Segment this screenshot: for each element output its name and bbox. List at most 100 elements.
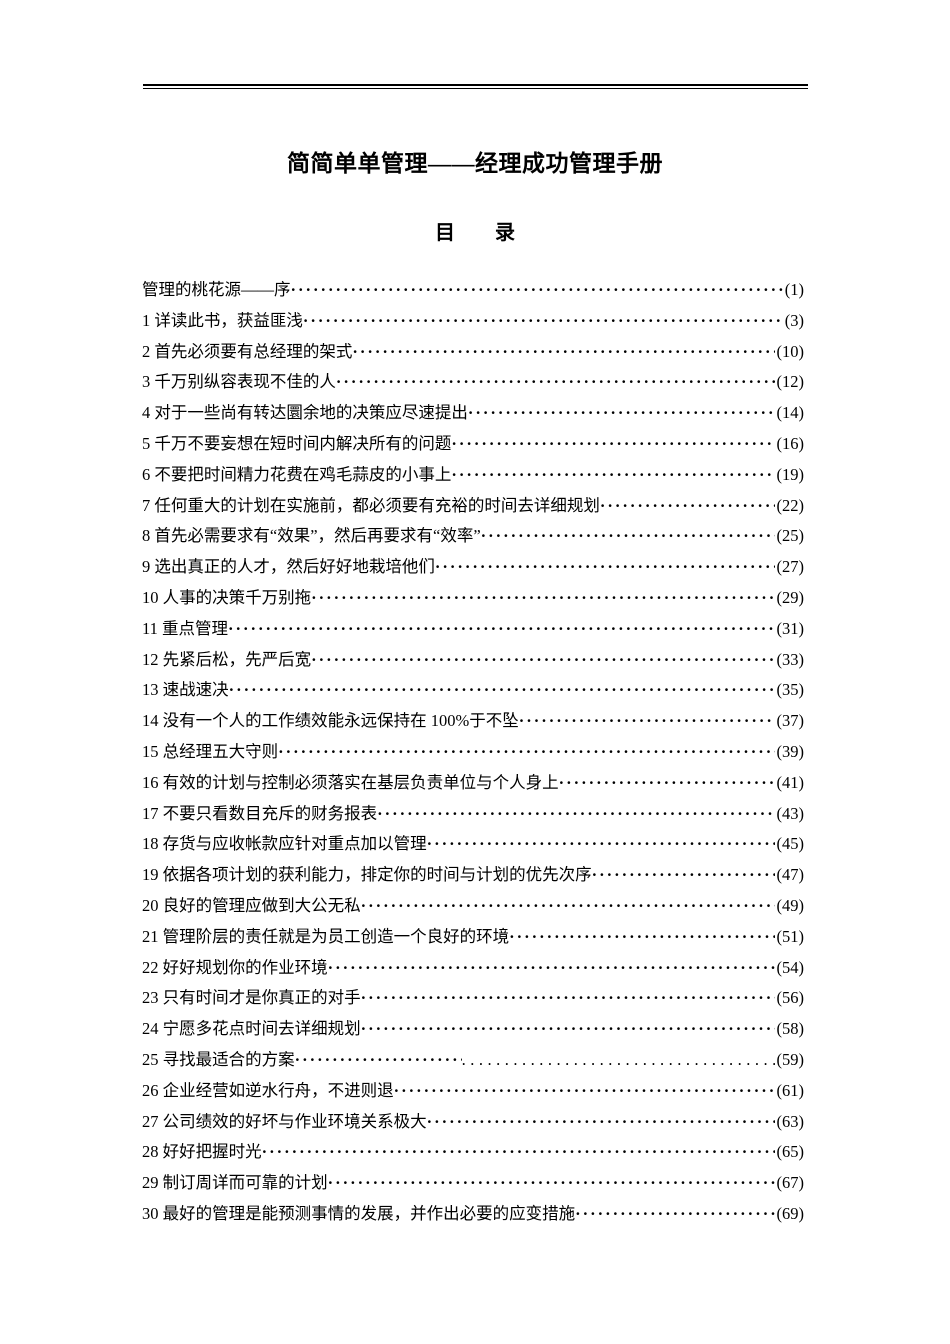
toc-entry-label: 17 不要只看数目充斥的财务报表 xyxy=(142,803,378,823)
toc-entry-label: 4 对于一些尚有转达圜余地的决策应尽速提出 xyxy=(142,403,468,423)
toc-entry-page: (43) xyxy=(776,803,805,823)
toc-leader-dots xyxy=(394,1076,775,1107)
toc-entry[interactable]: 8 首先必需要求有“效果”，然后再要求有“效率” (25) xyxy=(142,521,804,552)
toc-entry[interactable]: 17 不要只看数目充斥的财务报表 (43) xyxy=(142,799,804,830)
toc-entry-page: (51) xyxy=(776,926,805,946)
toc-leader-dots xyxy=(592,860,775,891)
toc-entry-page: (39) xyxy=(776,741,805,761)
toc-entry[interactable]: 11 重点管理 (31) xyxy=(142,614,804,645)
toc-entry-page: (1) xyxy=(784,280,804,299)
toc-entry-page: (16) xyxy=(776,433,805,453)
toc-leader-dots xyxy=(451,429,774,460)
toc-entry-page: (27) xyxy=(776,557,805,577)
toc-leader-dots xyxy=(575,1199,774,1230)
toc-entry-label: 20 良好的管理应做到大公无私 xyxy=(142,895,361,915)
toc-entry[interactable]: 12 先紧后松，先严后宽 (33) xyxy=(142,645,804,676)
toc-leader-dots xyxy=(295,1045,462,1076)
toc-leader-dots xyxy=(427,1107,775,1138)
toc-entry-label: 2 首先必须要有总经理的架式 xyxy=(142,341,353,361)
toc-entry[interactable]: 1 详读此书，获益匪浅 (3) xyxy=(142,306,804,337)
toc-entry[interactable]: 30 最好的管理是能预测事情的发展，并作出必要的应变措施 (69) xyxy=(142,1199,804,1230)
toc-entry-page: (3) xyxy=(784,310,804,330)
table-of-contents: 管理的桃花源——序 (1) 1 详读此书，获益匪浅 (3) 2 首先必须要有总经理的架式… xyxy=(142,275,804,1230)
toc-entry[interactable]: 22 好好规划你的作业环境 (54) xyxy=(142,953,804,984)
toc-leader-dots xyxy=(328,1168,775,1199)
toc-entry[interactable]: 9 选出真正的人才，然后好好地栽培他们 (27) xyxy=(142,552,804,583)
toc-leader-dots xyxy=(262,1137,775,1168)
toc-entry[interactable]: 26 企业经营如逆水行舟，不进则退 (61) xyxy=(142,1076,804,1107)
toc-leader-periods xyxy=(462,1045,775,1076)
header-rule xyxy=(143,84,808,89)
toc-entry-label: 10 人事的决策千万别拖 xyxy=(142,587,312,607)
toc-entry-label: 7 任何重大的计划在实施前，都必须要有充裕的时间去详细规划 xyxy=(142,495,600,515)
toc-entry-page: (31) xyxy=(776,618,805,638)
toc-entry[interactable]: 15 总经理五大守则 (39) xyxy=(142,737,804,768)
toc-entry[interactable]: 16 有效的计划与控制必须落实在基层负责单位与个人身上 (41) xyxy=(142,768,804,799)
toc-entry-label: 1 详读此书，获益匪浅 xyxy=(142,310,303,330)
toc-entry-label: 14 没有一个人的工作绩效能永远保持在 100%于不坠 xyxy=(142,711,519,731)
toc-entry-page: (41) xyxy=(776,772,805,792)
toc-entry-label: 21 管理阶层的责任就是为员工创造一个良好的环境 xyxy=(142,926,510,946)
toc-entry[interactable]: 4 对于一些尚有转达圜余地的决策应尽速提出 (14) xyxy=(142,398,804,429)
toc-entry-page: (61) xyxy=(776,1080,805,1100)
toc-entry[interactable]: 19 依据各项计划的获利能力，排定你的时间与计划的优先次序 (47) xyxy=(142,860,804,891)
toc-leader-dots xyxy=(361,1014,775,1045)
toc-entry[interactable]: 14 没有一个人的工作绩效能永远保持在 100%于不坠 (37) xyxy=(142,706,804,737)
toc-entry[interactable]: 29 制订周详而可靠的计划 (67) xyxy=(142,1168,804,1199)
document-title: 简简单单管理——经理成功管理手册 xyxy=(287,151,663,176)
toc-leader-dots xyxy=(451,460,774,491)
toc-entry[interactable]: 13 速战速决 (35) xyxy=(142,675,804,706)
toc-entry-page: (10) xyxy=(776,341,805,361)
toc-entry-label: 9 选出真正的人才，然后好好地栽培他们 xyxy=(142,557,435,577)
toc-entry-page: (58) xyxy=(776,1019,805,1039)
toc-entry[interactable]: 管理的桃花源——序 (1) xyxy=(142,275,804,306)
toc-entry-label: 6 不要把时间精力花费在鸡毛蒜皮的小事上 xyxy=(142,464,452,484)
toc-entry[interactable]: 6 不要把时间精力花费在鸡毛蒜皮的小事上 (19) xyxy=(142,460,804,491)
toc-entry[interactable]: 7 任何重大的计划在实施前，都必须要有充裕的时间去详细规划 (22) xyxy=(142,491,804,522)
toc-entry-page: (67) xyxy=(776,1173,805,1193)
toc-entry-label: 29 制订周详而可靠的计划 xyxy=(142,1173,328,1193)
toc-entry-label: 28 好好把握时光 xyxy=(142,1142,262,1162)
toc-entry-page: (45) xyxy=(776,834,805,854)
toc-entry-page: (69) xyxy=(776,1203,805,1223)
toc-entry-page: (29) xyxy=(776,587,805,607)
toc-leader-dots xyxy=(311,645,774,676)
toc-entry[interactable]: 21 管理阶层的责任就是为员工创造一个良好的环境 (51) xyxy=(142,922,804,953)
toc-entry-page: (19) xyxy=(776,464,805,484)
toc-entry[interactable]: 3 千万别纵容表现不佳的人 (12) xyxy=(142,367,804,398)
toc-entry-page: (22) xyxy=(776,495,805,515)
toc-entry[interactable]: 5 千万不要妄想在短时间内解决所有的问题 (16) xyxy=(142,429,804,460)
toc-entry-page: (12) xyxy=(776,372,805,392)
toc-entry-page: (63) xyxy=(776,1111,805,1131)
toc-entry-label: 5 千万不要妄想在短时间内解决所有的问题 xyxy=(142,433,452,453)
toc-entry-label: 管理的桃花源——序 xyxy=(142,280,291,299)
toc-entry-page: (59) xyxy=(776,1049,805,1069)
toc-entry-page: (56) xyxy=(776,988,805,1008)
toc-entry-page: (54) xyxy=(776,957,805,977)
toc-entry-page: (14) xyxy=(776,403,805,423)
toc-entry-page: (49) xyxy=(776,895,805,915)
toc-leader-dots xyxy=(311,583,774,614)
toc-entry-label: 15 总经理五大守则 xyxy=(142,741,279,761)
toc-entry[interactable]: 28 好好把握时光 (65) xyxy=(142,1137,804,1168)
toc-leader-dots xyxy=(519,706,775,737)
toc-leader-dots xyxy=(291,275,783,306)
toc-entry[interactable]: 24 宁愿多花点时间去详细规划 (58) xyxy=(142,1014,804,1045)
toc-leader-dots xyxy=(278,737,774,768)
toc-entry-page: (25) xyxy=(776,526,805,546)
toc-leader-dots xyxy=(328,953,775,984)
toc-entry[interactable]: 23 只有时间才是你真正的对手 (56) xyxy=(142,983,804,1014)
toc-leader-dots xyxy=(435,552,775,583)
toc-entry[interactable]: 10 人事的决策千万别拖 (29) xyxy=(142,583,804,614)
toc-leader-dots xyxy=(468,398,775,429)
toc-entry[interactable]: 18 存货与应收帐款应针对重点加以管理 (45) xyxy=(142,829,804,860)
toc-entry[interactable]: 2 首先必须要有总经理的架式 (10) xyxy=(142,337,804,368)
toc-entry[interactable]: 25 寻找最适合的方案 (59) xyxy=(142,1045,804,1076)
toc-entry-label: 22 好好规划你的作业环境 xyxy=(142,957,328,977)
toc-entry[interactable]: 27 公司绩效的好坏与作业环境关系极大 (63) xyxy=(142,1107,804,1138)
toc-entry[interactable]: 20 良好的管理应做到大公无私 (49) xyxy=(142,891,804,922)
toc-leader-dots xyxy=(427,829,775,860)
toc-entry-label: 23 只有时间才是你真正的对手 xyxy=(142,988,361,1008)
toc-entry-page: (47) xyxy=(776,865,805,885)
